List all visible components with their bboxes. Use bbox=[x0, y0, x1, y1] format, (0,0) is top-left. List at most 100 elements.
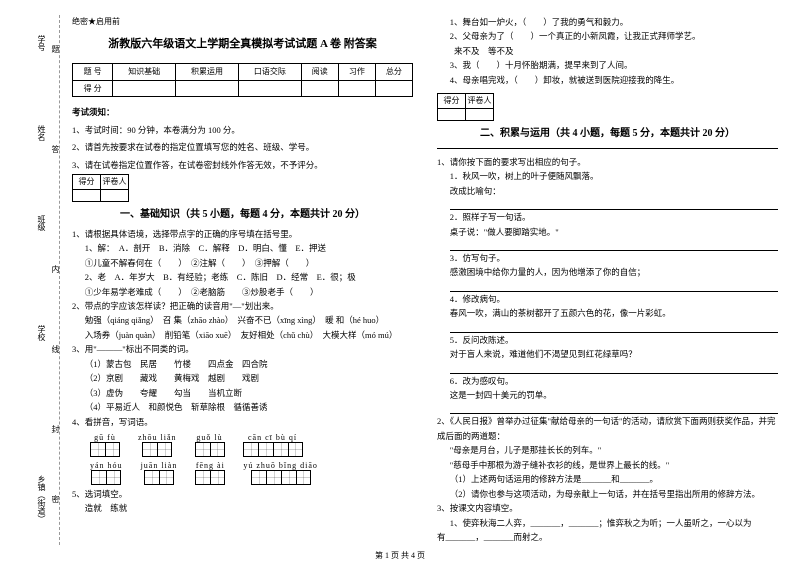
s2q3-stem: 3、按课文内容填空。 bbox=[437, 501, 778, 515]
s2q2-l2: "慈母手中那根为游子缝补衣衫的线，是世界上最长的线。" bbox=[437, 458, 778, 472]
pinyin-cell: gū fù bbox=[90, 431, 120, 457]
pinyin-row-1: gū fù zhōu liǎn guǒ lù cān cī bù qí bbox=[90, 431, 413, 457]
pinyin-text: yán hóu bbox=[90, 459, 123, 470]
q2-l1: 勉强（qiáng qiǎng） 召 集（zhāo zhào） 兴奋不已（xīng… bbox=[72, 313, 413, 327]
pinyin-cell: juān liàn bbox=[141, 459, 178, 485]
dp-a2: 得分 bbox=[438, 94, 466, 109]
notice-title: 考试须知： bbox=[72, 105, 413, 119]
s2q1-c: 3．仿写句子。 bbox=[437, 251, 778, 265]
pinyin-cell: cān cī bù qí bbox=[243, 431, 303, 457]
score-col: 积累运用 bbox=[176, 64, 239, 81]
q3-l4: （4）平易近人 和颜悦色 斩草除根 循循善诱 bbox=[72, 400, 413, 414]
pinyin-text: guǒ lù bbox=[196, 431, 222, 442]
blank-line bbox=[450, 198, 778, 210]
tianzi-grid bbox=[142, 442, 172, 457]
right-column: 1、舞台如一炉火，（ ）了我的勇气和毅力。 2、父母亲为了（ ）一个真正的小新凤… bbox=[425, 15, 790, 545]
spine-d3: 内 bbox=[50, 265, 61, 273]
s2q1-e: 5．反问改陈述。 bbox=[437, 333, 778, 347]
tianzi-grid bbox=[195, 442, 225, 457]
blank-line bbox=[450, 280, 778, 292]
s2q3-l1: 1、使弈秋海二人弈，_______，_______；惟弈秋之为听；一人虽听之，一… bbox=[437, 516, 778, 530]
s2q1-stem: 1、请你按下面的要求写出相应的句子。 bbox=[437, 155, 778, 169]
s2q1-f2: 这是一封四十美元的罚单。 bbox=[437, 388, 778, 402]
s2q1-a: 1．秋风一吹，树上的叶子便随风飘落。 bbox=[437, 169, 778, 183]
binding-spine: 学号 姓名 班级 学校 乡镇（街道） 题 答 内 线 封 密 bbox=[10, 15, 60, 545]
q2-stem: 2、带点的字应该怎样读？把正确的读音用"—"划出来。 bbox=[72, 299, 413, 313]
dp-a: 得分 bbox=[73, 175, 101, 190]
tianzi-grid bbox=[91, 470, 121, 485]
s2q1-b: 2．照样子写一句话。 bbox=[437, 210, 778, 224]
rq-l5: 4、母亲唱完戏，（ ）卸妆，就被送到医院迎接我的降生。 bbox=[437, 73, 778, 87]
q4-stem: 4、看拼音，写词语。 bbox=[72, 415, 413, 429]
pinyin-row-2: yán hóu juān liàn fēng ài yú zhuō bǐng diāo bbox=[90, 459, 413, 485]
s2q1-b2: 桌子说："做人要脚踏实地。" bbox=[437, 225, 778, 239]
s2q2-l3: （1）上述两句话运用的修辞方法是_______和_______。 bbox=[437, 472, 778, 486]
s2q1-f: 6．改为感叹句。 bbox=[437, 374, 778, 388]
q1-l4: ①少年易学老难成（ ） ②老脑筋 ③炒股老手（ ） bbox=[72, 285, 413, 299]
pinyin-cell: yú zhuō bǐng diāo bbox=[243, 459, 318, 485]
exam-title: 浙教版六年级语文上学期全真模拟考试试题 A 卷 附答案 bbox=[72, 35, 413, 54]
blank-line bbox=[450, 321, 778, 333]
dp-b: 评卷人 bbox=[101, 175, 129, 190]
spine-d2: 答 bbox=[50, 145, 61, 153]
blank-line bbox=[450, 402, 778, 414]
score-col: 阅读 bbox=[301, 64, 338, 81]
pinyin-text: fēng ài bbox=[196, 459, 225, 470]
section-2-title: 二、积累与运用（共 4 小题，每题 5 分，本题共计 20 分） bbox=[437, 125, 778, 142]
q5-l1: 造就 练就 bbox=[72, 501, 413, 515]
score-deping-2: 得分评卷人 bbox=[437, 93, 494, 121]
spine-xingming: 姓名 bbox=[36, 125, 47, 141]
spine-banji: 班级 bbox=[36, 215, 47, 231]
spine-d6: 密 bbox=[50, 495, 61, 503]
spine-d5: 封 bbox=[50, 425, 61, 433]
s2q1-d2: 春风一吹，满山的茶树都开了五颜六色的花，像一片彩虹。 bbox=[437, 306, 778, 320]
dp-b2: 评卷人 bbox=[466, 94, 494, 109]
s2q1-c2: 感激困境中给你力量的人，因为他增添了你的自信； bbox=[437, 265, 778, 279]
tianzi-grid bbox=[195, 470, 225, 485]
rq-l1: 1、舞台如一炉火，（ ）了我的勇气和毅力。 bbox=[437, 15, 778, 29]
rq-l4: 3、我（ ）十月怀胎期满，提早来到了人间。 bbox=[437, 58, 778, 72]
notice-3: 3、请在试卷指定位置作答，在试卷密封线外作答无效，不予评分。 bbox=[72, 158, 413, 172]
section-1-title: 一、基础知识（共 5 小题，每题 4 分，本题共计 20 分） bbox=[72, 206, 413, 223]
pinyin-cell: yán hóu bbox=[90, 459, 123, 485]
pinyin-text: yú zhuō bǐng diāo bbox=[243, 459, 318, 470]
q3-stem: 3、用"———"标出不同类的词。 bbox=[72, 342, 413, 356]
tianzi-grid bbox=[251, 470, 311, 485]
q1-l1: 1、解： A．剖开 B．消除 C．解释 D．明白、懂 E．押送 bbox=[72, 241, 413, 255]
score-table: 题 号知识基础积累运用口语交际阅读习作总分 得 分 bbox=[72, 63, 413, 97]
pinyin-text: cān cī bù qí bbox=[248, 431, 297, 442]
score-col: 题 号 bbox=[73, 64, 113, 81]
divider bbox=[437, 148, 778, 149]
spine-xuehao: 学号 bbox=[36, 35, 47, 51]
s2q2-l4: （2）请你也参与这项活动，为母亲献上一句话，并在括号里指出所用的修辞方法。 bbox=[437, 487, 778, 501]
blank-line bbox=[450, 239, 778, 251]
score-col: 习作 bbox=[338, 64, 375, 81]
spine-d4: 线 bbox=[50, 345, 61, 353]
secret-mark: 绝密★启用前 bbox=[72, 15, 413, 29]
pinyin-cell: guǒ lù bbox=[195, 431, 225, 457]
pinyin-text: zhōu liǎn bbox=[138, 431, 177, 442]
q1-l2: ①儿童不解春何在（ ） ②注解（ ） ③押解（ ） bbox=[72, 256, 413, 270]
notice-1: 1、考试时间：90 分钟，本卷满分为 100 分。 bbox=[72, 123, 413, 137]
s2q1-e2: 对于盲人来说，难道他们不渴望见到红花绿草吗？ bbox=[437, 347, 778, 361]
q2-l2: 入场券（juàn quàn） 削铅笔（xiāo xuē） 友好相处（chǔ ch… bbox=[72, 328, 413, 342]
score-col: 知识基础 bbox=[113, 64, 176, 81]
q1-l3: 2、老 A．年岁大 B．有经验；老练 C．陈旧 D．经常 E．很；极 bbox=[72, 270, 413, 284]
q1-stem: 1、请根据具体语境，选择带点字的正确的序号填在括号里。 bbox=[72, 227, 413, 241]
q3-l1: （1）蒙古包 民居 竹楼 四点金 四合院 bbox=[72, 357, 413, 371]
pinyin-cell: zhōu liǎn bbox=[138, 431, 177, 457]
q3-l2: （2）京剧 藏戏 黄梅戏 越剧 戏剧 bbox=[72, 371, 413, 385]
notice-2: 2、请首先按要求在试卷的指定位置填写您的姓名、班级、学号。 bbox=[72, 140, 413, 154]
rq-l3: 来不及 等不及 bbox=[437, 44, 778, 58]
s2q2-l1: "母亲是月台，儿子是那挂长长的列车。" bbox=[437, 443, 778, 457]
rq-l2: 2、父母亲为了（ ）一个真正的小新凤霞，让我正式拜师学艺。 bbox=[437, 29, 778, 43]
q5-stem: 5、选词填空。 bbox=[72, 487, 413, 501]
s2q3-l2: 有_______，_______而射之。 bbox=[437, 530, 778, 544]
page-footer: 第 1 页 共 4 页 bbox=[0, 550, 800, 561]
pinyin-text: juān liàn bbox=[141, 459, 178, 470]
tianzi-grid bbox=[90, 442, 120, 457]
score-deping-1: 得分评卷人 bbox=[72, 174, 129, 202]
score-row-label: 得 分 bbox=[73, 80, 113, 97]
score-col: 口语交际 bbox=[238, 64, 301, 81]
s2q1-a2: 改成比喻句： bbox=[437, 184, 778, 198]
